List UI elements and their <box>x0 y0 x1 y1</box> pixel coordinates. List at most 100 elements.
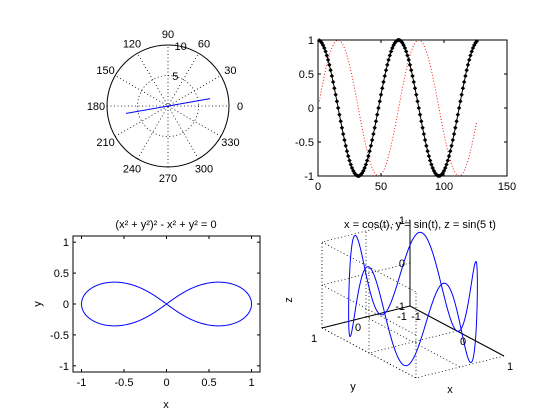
diamond-marker <box>454 119 459 124</box>
diamond-marker <box>329 73 335 79</box>
diamond-marker <box>414 92 419 97</box>
diamond-marker <box>421 131 427 137</box>
grid-line <box>415 355 505 379</box>
cosine-dotted-line <box>318 39 478 177</box>
diamond-marker <box>468 53 473 58</box>
x-tick-label: -1 <box>77 377 87 389</box>
diamond-marker <box>453 125 458 130</box>
diamond-marker <box>367 148 372 154</box>
y-tick-label: 0 <box>308 103 314 115</box>
diamond-marker <box>444 162 449 167</box>
y-tick-label: -1 <box>59 361 69 373</box>
polar-angle-label: 30 <box>224 65 236 77</box>
diamond-marker <box>402 45 408 51</box>
polar-angle-label: 180 <box>87 101 105 113</box>
diamond-marker <box>420 125 425 130</box>
x-tick-label: 0.5 <box>201 377 216 389</box>
3d-curve <box>348 231 478 367</box>
grid-line <box>321 327 417 379</box>
diamond-marker <box>419 119 424 124</box>
diamond-marker <box>337 112 342 117</box>
diamond-marker <box>375 112 380 117</box>
cosine-plot-axes-box <box>317 39 508 177</box>
x-tick-label: 0 <box>460 336 466 348</box>
lemniscate-xlabel: x <box>163 399 169 411</box>
grid-line <box>321 284 417 336</box>
y-tick-label: -0.5 <box>50 330 69 342</box>
diamond-marker <box>448 148 453 154</box>
diamond-marker <box>407 62 413 68</box>
diamond-marker <box>341 131 346 137</box>
diamond-marker <box>368 143 374 148</box>
cosine-plot: 0 50 100 150 -1 -0.5 0 0.5 1 <box>295 35 516 193</box>
diamond-marker <box>451 131 457 137</box>
diamond-marker <box>335 105 341 111</box>
x-tick-label: 100 <box>435 181 453 193</box>
diamond-marker <box>378 92 384 97</box>
3d-zlabel: z <box>283 297 295 303</box>
polar-outer-circle <box>106 44 230 168</box>
diamond-marker <box>409 68 414 73</box>
z-tick-label: 0 <box>399 258 405 270</box>
x-tick-label: 0 <box>315 181 321 193</box>
diamond-marker <box>376 105 381 111</box>
diamond-marker <box>455 112 461 117</box>
x-tick-label: -1 <box>411 311 421 323</box>
y-tick-label: 1 <box>63 237 69 249</box>
diamond-marker <box>458 99 463 104</box>
diamond-marker <box>449 143 454 148</box>
x-tick-label: 1 <box>507 361 513 373</box>
diamond-marker <box>387 53 393 58</box>
polar-angle-label: 330 <box>221 137 239 149</box>
y-tick-label: 0.5 <box>299 69 314 81</box>
y-tick-label: -0.5 <box>295 137 314 149</box>
diamond-marker <box>388 49 394 54</box>
polar-angle-label: 120 <box>123 39 141 51</box>
y-tick-label: 0.5 <box>54 268 69 280</box>
diamond-marker <box>424 143 429 148</box>
diamond-marker <box>344 148 350 154</box>
diamond-marker <box>464 68 469 73</box>
diamond-marker <box>322 45 327 51</box>
diamond-marker <box>382 73 387 79</box>
y-tick-label: 0 <box>355 322 361 334</box>
diamond-marker <box>469 49 474 54</box>
diamond-marker <box>429 162 434 167</box>
diamond-marker <box>364 158 370 163</box>
diamond-marker <box>443 165 448 171</box>
diamond-marker <box>405 53 410 58</box>
diamond-marker <box>343 143 348 148</box>
polar-angle-label: 270 <box>159 173 177 185</box>
diamond-marker <box>339 125 345 130</box>
lemniscate-ylabel: y <box>32 301 44 307</box>
diamond-marker <box>330 79 336 85</box>
diamond-marker <box>426 153 432 159</box>
polar-series <box>125 98 211 114</box>
3d-xlabel: x <box>447 384 453 396</box>
polar-angle-label: 0 <box>237 101 243 113</box>
polar-spoke <box>114 75 222 137</box>
diamond-marker <box>459 92 464 97</box>
polar-grid <box>107 45 229 167</box>
diamond-marker <box>338 119 343 124</box>
diamond-marker <box>465 62 471 68</box>
diamond-marker <box>434 172 439 177</box>
y-tick-label: -1 <box>304 171 314 183</box>
diamond-marker <box>417 112 423 117</box>
3d-curve-plot: x = cos(t), y = sin(t), z = sin(5 t) -1 0… <box>283 215 513 396</box>
diamond-marker <box>328 68 333 73</box>
y-axis-line <box>321 305 411 329</box>
diamond-marker <box>348 162 353 167</box>
y-tick-label: -1 <box>397 311 407 323</box>
x-tick-label: 50 <box>375 181 387 193</box>
grid-line <box>365 316 461 368</box>
polar-angle-label: 210 <box>96 137 114 149</box>
diamond-marker <box>461 79 467 85</box>
polar-angle-label: 240 <box>123 163 141 175</box>
diamond-marker <box>362 165 367 171</box>
diamond-marker <box>450 137 456 143</box>
diamond-marker <box>373 119 379 124</box>
polar-angle-label: 60 <box>198 39 210 51</box>
diamond-marker <box>416 105 421 111</box>
